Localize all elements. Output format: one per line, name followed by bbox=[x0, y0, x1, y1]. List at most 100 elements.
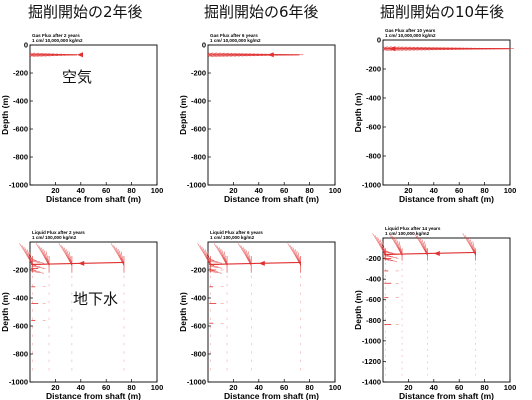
y-tick-label: -200 bbox=[366, 254, 381, 263]
gas-vector bbox=[418, 48, 427, 51]
title-6yr: 掘削開始の6年後 bbox=[204, 3, 319, 21]
gas-vector bbox=[403, 48, 411, 51]
x-axis-label: Distance from shaft (m) bbox=[46, 391, 141, 400]
y-tick-label: -200 bbox=[191, 69, 206, 78]
gas-vector bbox=[209, 55, 217, 58]
chart-subtitle: 1 cm/ 100,000 kg/m2 bbox=[385, 231, 430, 236]
gas-vector bbox=[29, 55, 32, 58]
liquid-vector bbox=[58, 243, 73, 266]
liquid-vector bbox=[414, 233, 428, 256]
liquid-arrowhead bbox=[433, 250, 440, 256]
gas-vector bbox=[207, 52, 214, 55]
liquid-vector bbox=[110, 243, 125, 266]
y-tick-label: 0 bbox=[202, 41, 206, 50]
liquid-arrowhead bbox=[258, 260, 265, 266]
x-tick-label: 80 bbox=[305, 383, 313, 392]
x-tick-label: 100 bbox=[504, 186, 517, 195]
plot-frame bbox=[29, 44, 158, 186]
gas-vector bbox=[220, 52, 229, 55]
y-tick-label: -1000 bbox=[187, 181, 206, 190]
y-tick-label: -200 bbox=[366, 65, 381, 74]
x-tick-label: 20 bbox=[229, 186, 237, 195]
liquid-vector bbox=[384, 254, 394, 258]
chart-subtitle: 1 cm/ 10,000,000 kg/m2 bbox=[385, 33, 436, 38]
plot-frame bbox=[29, 241, 158, 383]
x-tick-label: 100 bbox=[329, 383, 342, 392]
liquid-vector bbox=[388, 233, 403, 256]
x-tick-label: 80 bbox=[127, 186, 135, 195]
y-axis-label: Depth (m) bbox=[178, 292, 188, 332]
y-tick-label: -400 bbox=[366, 275, 381, 284]
x-tick-label: 60 bbox=[102, 186, 110, 195]
y-tick-label: -1400 bbox=[362, 378, 381, 387]
x-tick-label: 60 bbox=[280, 186, 288, 195]
x-tick-label: 20 bbox=[404, 186, 412, 195]
x-axis-label: Distance from shaft (m) bbox=[224, 391, 319, 400]
gas-vector bbox=[224, 55, 233, 57]
x-tick-label: 20 bbox=[229, 383, 237, 392]
title-2yr: 掘削開始の2年後 bbox=[28, 3, 143, 21]
y-tick-label: -600 bbox=[191, 125, 206, 134]
y-tick-label: -400 bbox=[191, 97, 206, 106]
gas-vector bbox=[414, 48, 423, 51]
liquid-vector bbox=[35, 243, 50, 266]
y-axis-label: Depth (m) bbox=[178, 95, 188, 135]
y-tick-label: -200 bbox=[13, 266, 28, 275]
x-tick-label: 20 bbox=[51, 186, 59, 195]
liquid-vector bbox=[31, 263, 37, 266]
liquid-vector bbox=[31, 260, 45, 264]
x-tick-label: 40 bbox=[430, 383, 438, 392]
liquid-vector bbox=[213, 243, 228, 266]
y-tick-label: -1000 bbox=[187, 378, 206, 387]
liquid-vector bbox=[31, 271, 45, 274]
gas-vector bbox=[382, 46, 389, 49]
gas-vector bbox=[29, 52, 32, 55]
liquid-vector bbox=[384, 258, 394, 261]
liquid-vector bbox=[31, 265, 45, 269]
gas-vector bbox=[29, 52, 36, 55]
chart-subtitle: 1 cm/ 10,000,000 kg/m2 bbox=[210, 38, 261, 43]
liquid-vector bbox=[31, 259, 41, 263]
y-tick-label: -1000 bbox=[9, 181, 28, 190]
chart-subtitle: 1 cm/ 10,000,000 kg/m2 bbox=[32, 38, 83, 43]
y-tick-label: -800 bbox=[191, 153, 206, 162]
y-tick-label: 0 bbox=[24, 41, 28, 50]
y-tick-label: -800 bbox=[13, 153, 28, 162]
gas-vector bbox=[216, 52, 225, 55]
gas-vector bbox=[228, 55, 236, 57]
x-tick-label: 20 bbox=[51, 383, 59, 392]
annotation-air: 空気 bbox=[62, 68, 93, 86]
liquid-vector bbox=[197, 243, 211, 266]
gas-vector bbox=[382, 49, 389, 52]
x-tick-label: 100 bbox=[151, 186, 164, 195]
gas-vector bbox=[407, 48, 415, 51]
x-tick-label: 100 bbox=[504, 383, 517, 392]
y-tick-label: -1200 bbox=[362, 357, 381, 366]
y-tick-label: -400 bbox=[191, 294, 206, 303]
x-tick-label: 60 bbox=[102, 383, 110, 392]
x-tick-label: 80 bbox=[480, 383, 488, 392]
gas-vector bbox=[35, 52, 43, 55]
gas-vector bbox=[213, 52, 221, 55]
plot-frame bbox=[382, 39, 511, 186]
x-tick-label: 40 bbox=[77, 383, 85, 392]
chart-subtitle: 1 cm/ 100,000 kg/m2 bbox=[210, 235, 255, 240]
y-tick-label: -800 bbox=[366, 152, 381, 161]
y-tick-label: -1000 bbox=[362, 181, 381, 190]
liquid-vector bbox=[384, 250, 394, 254]
x-tick-label: 60 bbox=[455, 383, 463, 392]
x-tick-label: 40 bbox=[77, 186, 85, 195]
plot-frame bbox=[207, 241, 336, 383]
liquid-vector bbox=[31, 258, 37, 261]
x-tick-label: 60 bbox=[280, 383, 288, 392]
gas-vector bbox=[418, 47, 427, 49]
gas-vector bbox=[38, 53, 47, 55]
liquid-vector bbox=[209, 259, 219, 263]
gas-vector bbox=[395, 49, 404, 51]
y-tick-label: -400 bbox=[13, 97, 28, 106]
y-tick-label: -800 bbox=[191, 350, 206, 359]
